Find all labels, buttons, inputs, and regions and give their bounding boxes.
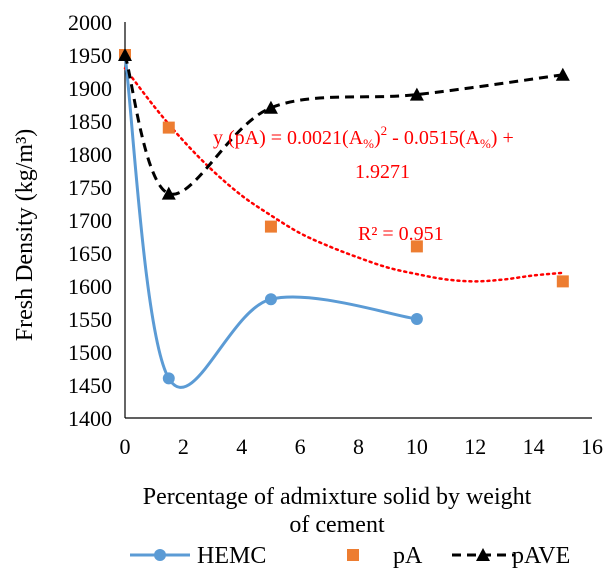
pave-data-point — [263, 100, 278, 114]
hemc-data-point — [410, 313, 423, 325]
x-axis-title-line1: Percentage of admixture solid by weight — [143, 484, 532, 510]
trendline-equation-line2: 1.9271 — [355, 161, 410, 183]
hemc-series-line — [123, 54, 418, 389]
x-axis-title-line2: of cement — [289, 512, 385, 538]
legend-pa-marker — [347, 549, 359, 561]
legend-pa-label: pA — [393, 543, 423, 569]
pave-data-point — [161, 186, 176, 200]
pa-data-point — [556, 275, 569, 288]
legend-item-pa: pA — [347, 543, 423, 569]
y-tick-label: 1800 — [68, 142, 112, 167]
x-tick-label: 14 — [523, 434, 545, 459]
y-tick-label: 1700 — [68, 208, 112, 233]
series-markers — [118, 48, 570, 385]
trendline-group — [123, 66, 565, 283]
legend-hemc-marker — [154, 549, 166, 561]
x-tick-label: 0 — [120, 434, 131, 459]
y-tick-label: 1400 — [68, 406, 112, 431]
pa-data-point — [162, 121, 175, 134]
y-tick-labels: 1400 1450 1500 1550 1600 1650 1700 1750 1800 1850… — [68, 10, 112, 431]
hemc-data-point — [264, 293, 277, 306]
legend-pave-marker — [476, 548, 490, 561]
pave-data-point — [555, 67, 570, 81]
pave-data-point — [409, 87, 424, 101]
pave-series-line — [123, 54, 564, 196]
pave-data-point — [118, 48, 132, 61]
x-tick-label: 4 — [236, 434, 247, 459]
legend-item-pave: pAVE — [452, 543, 570, 569]
pa-trendline — [123, 66, 565, 283]
r-squared-label: R² = 0.951 — [358, 223, 444, 245]
y-axis-title: Fresh Density (kg/m³) — [12, 129, 38, 342]
axes — [124, 22, 592, 419]
x-tick-label: 8 — [353, 434, 364, 459]
x-tick-label: 12 — [464, 434, 486, 459]
legend: HEMC pA pAVE — [130, 543, 570, 569]
x-tick-label: 2 — [178, 434, 189, 459]
hemc-data-point — [162, 372, 175, 385]
pa-data-point — [410, 240, 423, 253]
series-lines — [123, 54, 564, 389]
legend-item-hemc: HEMC — [130, 543, 266, 569]
pa-data-point — [264, 220, 277, 233]
x-tick-label: 6 — [295, 434, 306, 459]
y-tick-label: 1500 — [68, 340, 112, 365]
y-tick-label: 2000 — [68, 10, 112, 35]
y-tick-label: 1600 — [68, 274, 112, 299]
y-tick-label: 1550 — [68, 307, 112, 332]
y-tick-label: 1650 — [68, 241, 112, 266]
x-tick-labels: 0 2 4 6 8 10 12 14 16 — [120, 434, 604, 459]
trendline-equation: y (pA) = 0.0021(A%)2 - 0.0515(A%) + — [213, 123, 514, 151]
y-tick-label: 1900 — [68, 76, 112, 101]
legend-pave-label: pAVE — [512, 543, 570, 569]
y-tick-label: 1950 — [68, 43, 112, 68]
x-tick-label: 10 — [406, 434, 428, 459]
y-tick-label: 1450 — [68, 373, 112, 398]
legend-hemc-label: HEMC — [197, 543, 266, 569]
y-tick-label: 1750 — [68, 175, 112, 200]
y-tick-label: 1850 — [68, 109, 112, 134]
x-tick-label: 16 — [581, 434, 603, 459]
